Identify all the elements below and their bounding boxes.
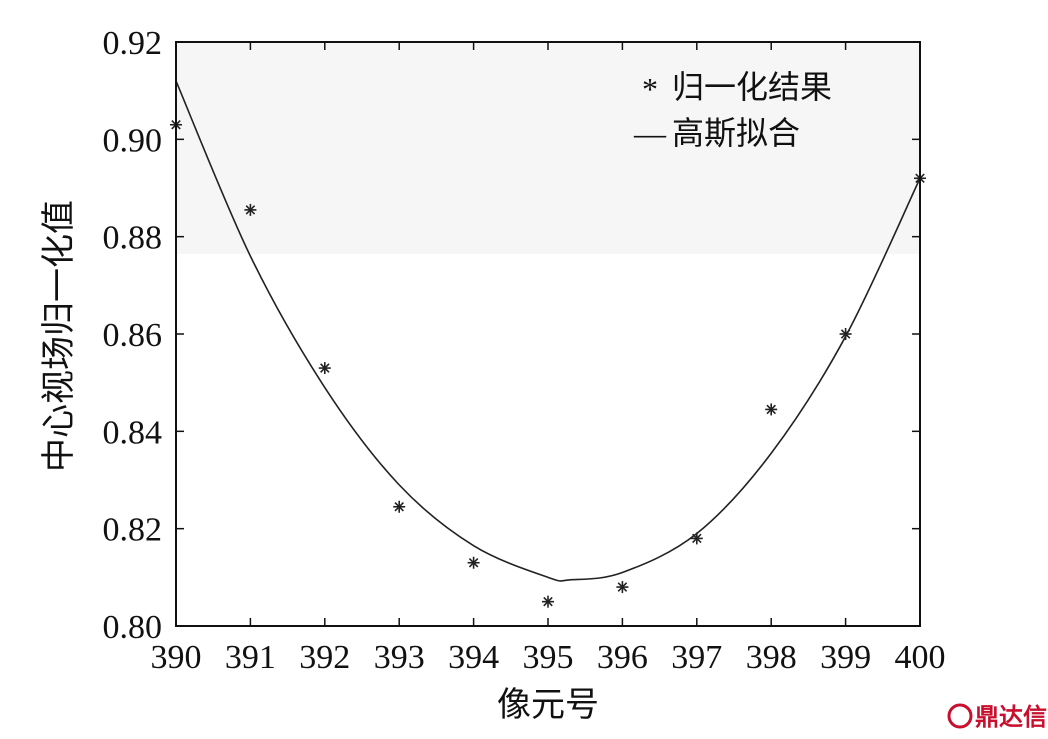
star-stroke [766,404,776,415]
watermark-logo: 鼎达信 [947,703,1047,731]
x-tick-label: 400 [895,639,946,676]
data-point-star-marker [318,362,331,375]
y-tick-label: 0.88 [103,220,163,257]
data-point-star-marker [244,203,257,216]
data-point-star-marker [393,500,406,513]
x-tick-label: 396 [597,639,648,676]
x-tick-label: 397 [671,639,722,676]
y-tick-label: 0.82 [103,512,163,549]
data-point-star-marker [616,581,629,594]
legend-marker-star: * [642,71,658,107]
x-tick-label: 393 [374,639,425,676]
y-axis-title: 中心视场归一化值 [40,200,78,472]
y-tick-label: 0.86 [103,317,163,354]
y-tick-label: 0.84 [103,414,163,451]
x-axis-title: 像元号 [497,686,599,724]
legend: * 归一化结果 — 高斯拟合 [633,69,832,151]
star-stroke [468,557,479,568]
watermark-logo-icon [947,703,973,729]
star-stroke [692,533,702,544]
star-stroke [394,502,404,512]
legend-marker-line: — [633,115,667,151]
x-tick-label: 391 [225,639,276,676]
legend-label-normalized: 归一化结果 [672,69,832,105]
star-stroke [245,205,256,215]
star-stroke [320,363,330,373]
x-tick-label: 392 [299,639,350,676]
watermark-text: 鼎达信 [975,703,1047,731]
x-tick-label: 398 [746,639,797,676]
legend-background-band [176,42,920,254]
data-point-star-marker [765,403,778,416]
star-stroke [543,596,553,607]
data-point-star-marker [467,556,480,569]
y-tick-label: 0.80 [103,609,163,646]
gaussian-fit-curve [175,80,921,582]
y-tick-label: 0.92 [103,25,163,62]
legend-label-gaussian-fit: 高斯拟合 [672,115,800,151]
data-point-star-marker [542,595,554,608]
x-tick-label: 394 [448,639,499,676]
y-tick-label: 0.90 [103,122,163,159]
star-stroke [617,582,628,592]
x-tick-label: 399 [820,639,871,676]
x-tick-label: 395 [523,639,574,676]
x-tick-label: 390 [151,639,202,676]
